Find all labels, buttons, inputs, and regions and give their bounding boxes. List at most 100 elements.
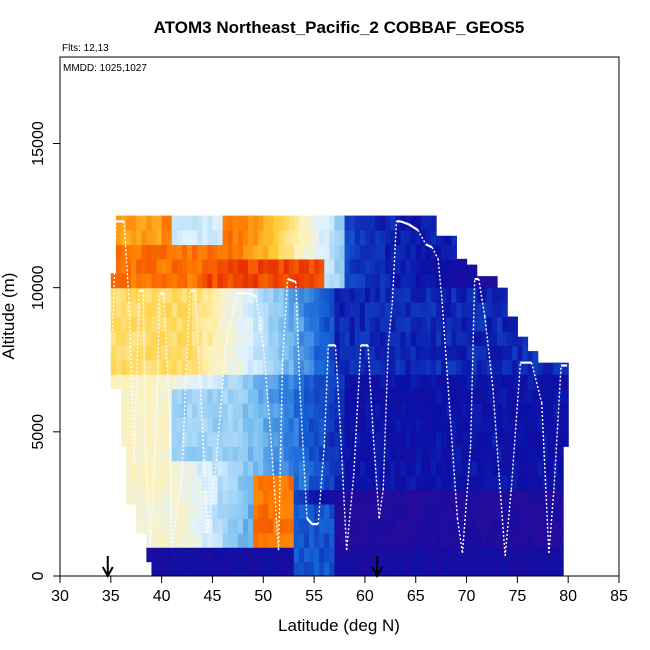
heatmap-cell [466,532,473,548]
flight-track-segment [295,281,301,389]
heatmap-cell [436,475,442,491]
heatmap-cell [400,374,407,390]
heatmap-cell [466,273,473,289]
heatmap-cell [156,403,163,419]
heatmap-cell [471,532,478,548]
heatmap-cell [263,258,269,274]
heatmap-cell [395,302,402,318]
heatmap-cell [115,345,122,361]
heatmap-cell [126,273,132,289]
heatmap-cell [415,302,422,318]
heatmap-cell [273,230,280,246]
heatmap-cell [354,503,361,519]
heatmap-cell [466,403,473,419]
flight-track-segment [162,293,171,418]
heatmap-cell [227,475,234,491]
heatmap-cell [171,287,178,303]
heatmap-cell [288,316,295,332]
heatmap-cell [324,446,330,462]
heatmap-cell [263,503,269,519]
heatmap-cell [222,244,229,260]
heatmap-cell [537,446,544,462]
heatmap-cell [329,446,336,462]
heatmap-cell [258,215,264,231]
heatmap-cell [293,561,300,576]
heatmap-cell [334,345,341,361]
heatmap-cell [451,403,457,419]
heatmap-cell [298,330,305,346]
heatmap-cell [385,417,391,433]
heatmap-cell [141,330,147,346]
heatmap-cell [375,388,381,404]
heatmap-cell [385,475,391,491]
heatmap-cell [253,302,259,318]
heatmap-cell [461,359,468,375]
heatmap-cell [354,330,361,346]
heatmap-cell [430,489,437,505]
heatmap-cell [400,417,407,433]
heatmap-cell [461,388,468,404]
heatmap-cell [120,431,127,447]
heatmap-cell [329,403,336,419]
heatmap-cell [141,374,147,390]
heatmap-cell [283,489,290,505]
heatmap-cell [176,374,183,390]
heatmap-cell [181,561,188,576]
heatmap-cell [146,258,153,274]
heatmap-cell [349,403,356,419]
heatmap-cell [263,561,269,576]
heatmap-cell [527,431,534,447]
heatmap-cell [375,532,381,548]
flight-track-segment [387,302,394,346]
heatmap-cell [380,302,386,318]
heatmap-cell [405,532,412,548]
heatmap-cell [227,417,234,433]
heatmap-cell [415,460,422,476]
heatmap-cell [354,316,361,332]
heatmap-cell [441,561,447,576]
heatmap-cell [161,547,168,563]
heatmap-cell [263,417,269,433]
heatmap-cell [491,359,498,375]
heatmap-cell [329,388,336,404]
heatmap-cell [131,258,137,274]
heatmap-cell [547,460,554,476]
heatmap-cell [456,561,463,576]
heatmap-cell [298,215,305,231]
heatmap-cell [446,273,452,289]
heatmap-cell [446,388,452,404]
heatmap-cell [461,302,468,318]
heatmap-cell [436,431,442,447]
heatmap-cell [146,345,153,361]
heatmap-cell [512,475,518,491]
heatmap-cell [339,374,346,390]
heatmap-cell [131,374,137,390]
heatmap-cell [359,230,366,246]
heatmap-cell [171,417,178,433]
heatmap-cell [441,417,447,433]
heatmap-cell [141,230,147,246]
heatmap-cell [369,446,376,462]
heatmap-cell [324,489,330,505]
heatmap-cell [314,330,320,346]
heatmap-cell [456,374,463,390]
heatmap-cell [242,345,249,361]
heatmap-cell [456,518,463,534]
heatmap-cell [126,388,132,404]
heatmap-cell [425,547,432,563]
heatmap-cell [141,431,147,447]
heatmap-cell [354,489,361,505]
heatmap-cell [314,518,320,534]
heatmap-cell [192,330,198,346]
heatmap-cell [476,547,483,563]
heatmap-cell [303,316,310,332]
heatmap-cell [237,547,244,563]
flight-track-segment [353,345,362,476]
heatmap-cell [400,258,407,274]
heatmap-cell [161,316,168,332]
heatmap-cell [390,244,396,260]
heatmap-cell [527,351,534,361]
heatmap-cell [171,359,178,375]
heatmap-cell [324,359,330,375]
heatmap-cell [512,359,518,375]
